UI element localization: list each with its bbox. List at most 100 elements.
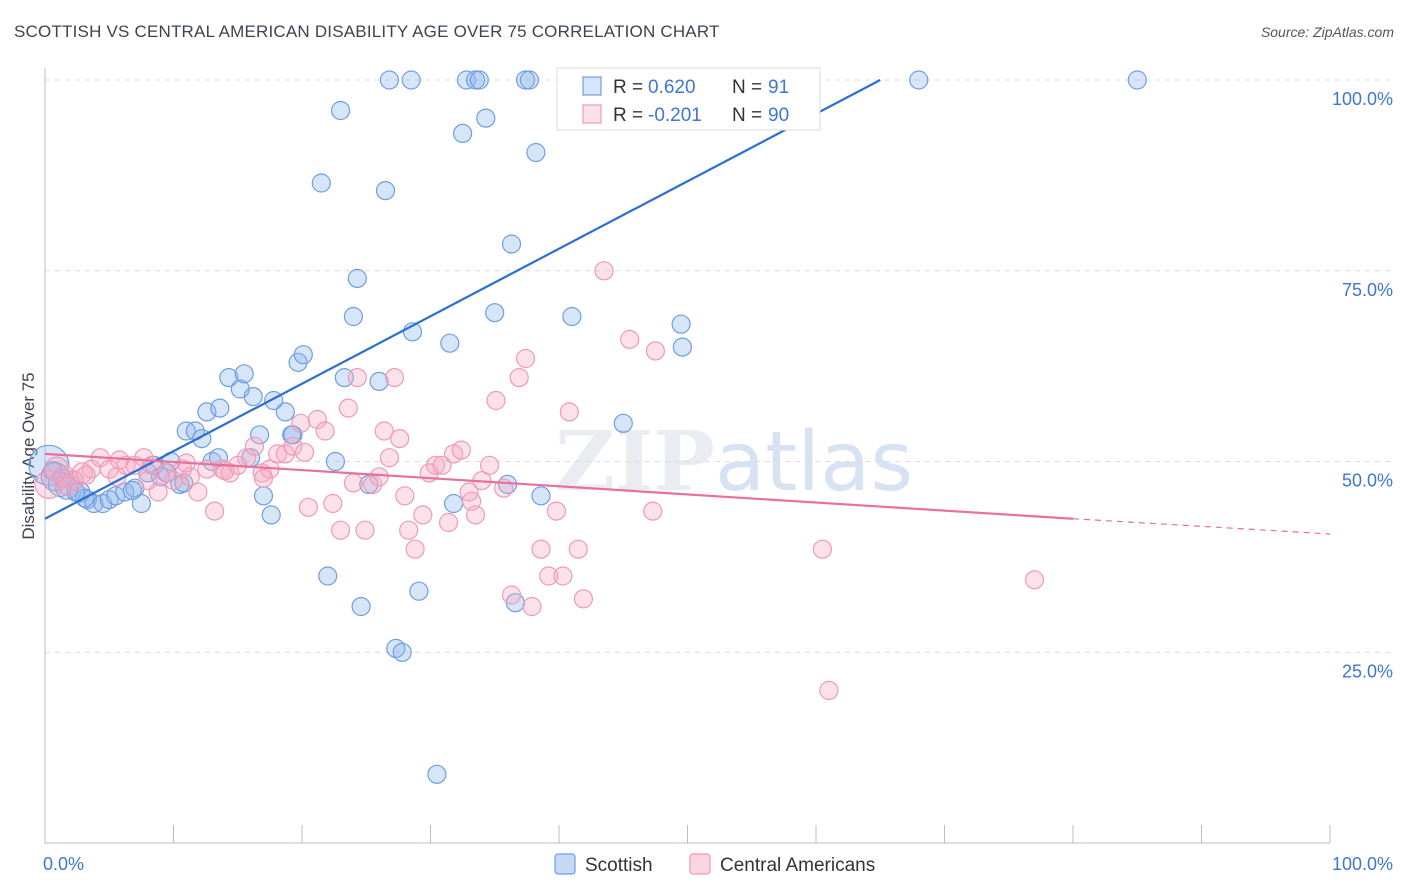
data-point	[1024, 570, 1045, 590]
data-point	[413, 505, 433, 525]
data-point	[379, 448, 399, 468]
data-point	[291, 413, 311, 433]
data-point	[559, 402, 579, 422]
data-point	[546, 501, 567, 521]
data-point	[347, 368, 367, 388]
data-point	[539, 566, 559, 586]
data-point	[643, 501, 663, 521]
data-point	[58, 476, 78, 496]
data-point	[219, 368, 239, 388]
data-point	[480, 455, 500, 475]
data-point	[379, 70, 399, 90]
data-point	[338, 398, 358, 418]
data-point	[613, 413, 633, 433]
data-point	[323, 493, 343, 514]
series-scottish	[28, 70, 1147, 784]
data-point	[131, 493, 151, 514]
data-point	[645, 341, 666, 361]
data-point	[509, 368, 529, 388]
stats-n-value: 90	[768, 105, 789, 126]
data-point	[620, 329, 640, 349]
chart-title: SCOTTISH VS CENTRAL AMERICAN DISABILITY …	[14, 22, 720, 41]
data-point	[347, 268, 367, 288]
data-point	[401, 70, 421, 90]
trend-line	[44, 452, 1074, 520]
data-point	[315, 421, 335, 441]
data-point	[283, 436, 303, 456]
y-tick-label: 100.0%	[1332, 89, 1393, 109]
x-tick-label: 100.0%	[1332, 854, 1393, 874]
data-point	[384, 368, 405, 388]
data-point	[343, 473, 363, 493]
data-point	[261, 505, 281, 525]
data-point	[909, 70, 929, 90]
data-point	[374, 421, 394, 441]
data-point	[205, 501, 225, 521]
data-point	[138, 471, 158, 491]
stats-r-value: -0.201	[648, 105, 702, 126]
data-point	[275, 444, 295, 464]
stats-box: R = 0.620 N = 91 R = -0.201 N = 90	[556, 67, 821, 131]
data-point	[318, 566, 338, 586]
y-tick-label: 50.0%	[1342, 471, 1393, 491]
x-tick-label: 0.0%	[43, 854, 84, 874]
data-point	[462, 491, 482, 511]
data-point	[253, 486, 274, 506]
chart-source: Source: ZipAtlas.com	[1260, 24, 1394, 40]
data-point	[531, 486, 551, 506]
data-point	[122, 480, 142, 501]
data-point	[405, 539, 425, 559]
data-point	[369, 467, 389, 487]
data-point	[501, 585, 522, 605]
data-point	[355, 520, 375, 540]
data-point	[568, 539, 588, 559]
data-point	[819, 680, 839, 701]
data-point	[432, 455, 452, 475]
data-point	[444, 493, 464, 514]
stats-swatch	[582, 76, 602, 96]
data-point	[671, 314, 691, 334]
data-point	[351, 596, 371, 617]
trend-line-extension	[1072, 518, 1331, 535]
legend-swatch	[554, 853, 576, 875]
data-point	[34, 469, 64, 499]
legend: Scottish Central Americans	[554, 853, 875, 876]
data-point	[531, 539, 551, 559]
y-tick-label: 25.0%	[1342, 661, 1393, 681]
data-point	[210, 398, 230, 418]
stats-n-label: N =	[732, 105, 762, 126]
data-point	[573, 589, 594, 609]
data-point	[427, 764, 447, 784]
data-point	[375, 181, 396, 201]
data-point	[438, 512, 459, 533]
data-point	[244, 436, 265, 456]
data-point	[369, 371, 389, 391]
data-point	[275, 402, 295, 422]
data-point	[469, 70, 489, 90]
legend-swatch	[689, 853, 711, 875]
data-point	[253, 468, 274, 488]
y-axis-title: Disability Age Over 75	[19, 372, 38, 539]
data-point	[331, 100, 351, 121]
data-point	[476, 108, 496, 128]
data-point	[501, 234, 522, 254]
trend-line	[44, 79, 881, 520]
data-point	[594, 261, 614, 281]
data-point	[390, 429, 410, 449]
data-point	[115, 482, 135, 502]
data-point	[451, 440, 471, 460]
data-point	[519, 70, 540, 90]
data-point	[392, 642, 412, 662]
data-point	[399, 520, 419, 540]
stats-n-label: N =	[732, 77, 762, 98]
data-point	[672, 337, 693, 357]
data-point	[426, 455, 446, 475]
data-point	[293, 345, 313, 365]
data-point	[812, 539, 833, 559]
data-point	[331, 520, 351, 540]
data-point	[325, 451, 345, 472]
data-point	[522, 596, 542, 617]
data-point	[343, 306, 363, 327]
